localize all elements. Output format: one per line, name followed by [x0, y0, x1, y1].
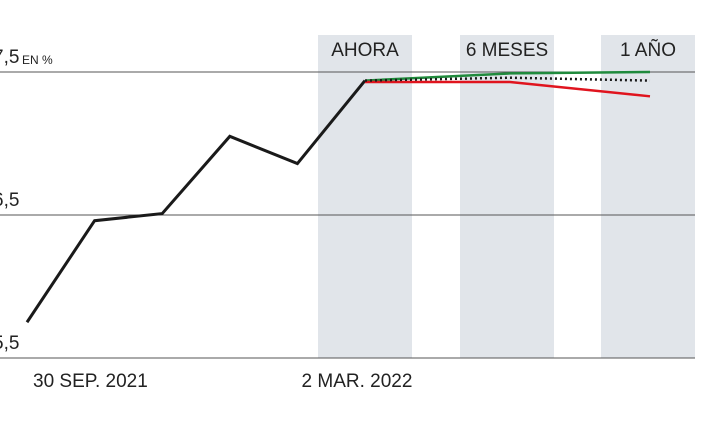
history-line — [25, 79, 367, 324]
y-tick-label: 7,5 — [0, 47, 19, 68]
period-band — [460, 35, 554, 358]
period-band — [318, 35, 412, 358]
forecast-line — [364, 70, 651, 82]
period-band — [601, 35, 695, 358]
forecast-line — [364, 76, 651, 82]
period-label: AHORA — [331, 40, 399, 61]
x-tick-label: 2 MAR. 2022 — [302, 371, 413, 392]
period-bands — [318, 35, 695, 358]
period-label: 1 AÑO — [620, 39, 676, 61]
lines — [25, 70, 651, 324]
period-label: 6 MESES — [466, 40, 548, 61]
x-tick-label: 30 SEP. 2021 — [33, 371, 148, 392]
unit-label: EN % — [22, 53, 53, 67]
labels: AHORA 6 MESES 1 AÑO 5,5 6,5 7,5EN % 30 SEP. 20… — [0, 39, 676, 392]
y-tick-label: 6,5 — [0, 190, 19, 211]
forecast-line — [365, 80, 651, 98]
y-tick-label: 5,5 — [0, 333, 19, 354]
